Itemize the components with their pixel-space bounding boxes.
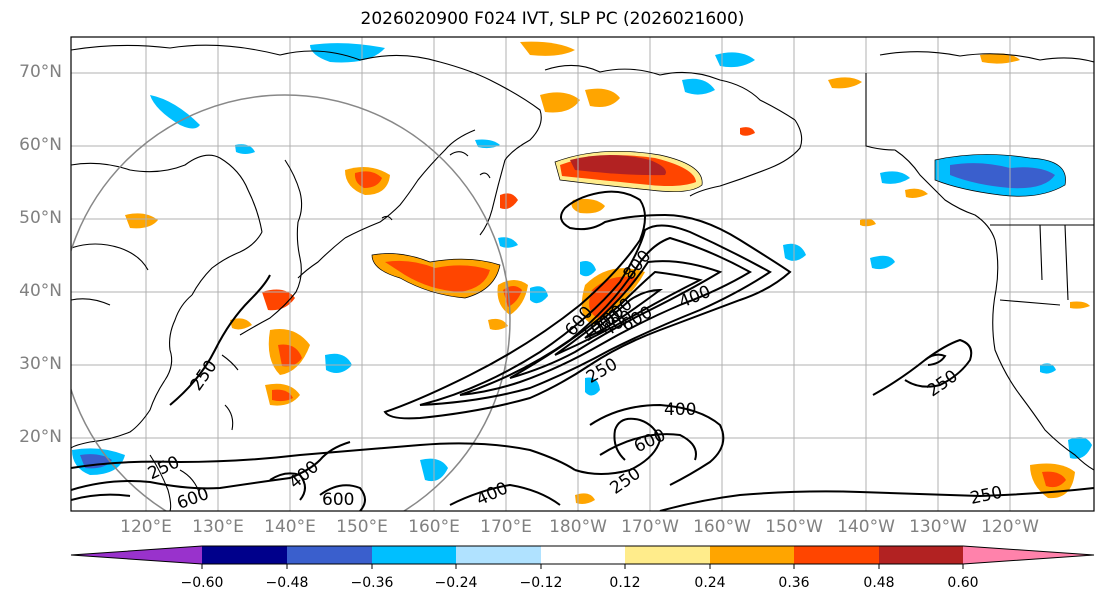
colorbar-tick-label: 0.12 bbox=[609, 575, 641, 591]
lon-label: 170°E bbox=[480, 517, 532, 537]
lon-label: 170°W bbox=[621, 517, 679, 537]
colorbar-tick-label: 0.36 bbox=[778, 575, 810, 591]
ivt-contour-250-west bbox=[169, 274, 271, 406]
colorbar-segment bbox=[202, 546, 287, 564]
colorbar-segment bbox=[710, 546, 794, 564]
lat-label: 40°N bbox=[19, 281, 62, 301]
lon-label: 130°W bbox=[909, 517, 967, 537]
coastlines bbox=[71, 44, 1094, 511]
lat-label: 60°N bbox=[19, 135, 62, 155]
colorbar-segment bbox=[372, 546, 456, 564]
colorbar-tick-label: −0.48 bbox=[265, 575, 309, 591]
colorbar-tick-label: 0.24 bbox=[694, 575, 726, 591]
map-panel bbox=[71, 37, 1094, 511]
colorbar-tick-label: −0.60 bbox=[180, 575, 224, 591]
colorbar bbox=[70, 545, 1095, 569]
lon-label: 120°W bbox=[981, 517, 1039, 537]
slp-pc-shading bbox=[72, 41, 1092, 504]
colorbar-segment bbox=[879, 546, 963, 564]
colorbar-extend-low bbox=[71, 546, 202, 564]
contour-label: 400 bbox=[664, 400, 696, 420]
lon-label: 180°W bbox=[549, 517, 607, 537]
lon-label: 130°E bbox=[192, 517, 244, 537]
lon-label: 140°E bbox=[264, 517, 316, 537]
map-title: 2026020900 F024 IVT, SLP PC (2026021600) bbox=[360, 9, 745, 29]
map-frame bbox=[70, 36, 1095, 512]
contour-label: 600 bbox=[322, 490, 354, 510]
lon-label: 140°W bbox=[837, 517, 895, 537]
lon-label: 150°E bbox=[336, 517, 388, 537]
lon-label: 150°W bbox=[765, 517, 823, 537]
colorbar-tick-label: 0.48 bbox=[863, 575, 895, 591]
colorbar-segment bbox=[456, 546, 541, 564]
colorbar-tick-label: 0.60 bbox=[947, 575, 979, 591]
lat-label: 70°N bbox=[19, 62, 62, 82]
graticule bbox=[71, 37, 1094, 511]
lon-label: 160°E bbox=[408, 517, 460, 537]
range-ring bbox=[71, 94, 511, 511]
colorbar-segment bbox=[625, 546, 710, 564]
lon-label: 160°W bbox=[693, 517, 751, 537]
lat-label: 20°N bbox=[19, 427, 62, 447]
lat-label: 30°N bbox=[19, 354, 62, 374]
lon-label: 120°E bbox=[120, 517, 172, 537]
colorbar-tick-label: −0.12 bbox=[519, 575, 563, 591]
ivt-contour-250-main bbox=[383, 190, 792, 420]
lat-label: 50°N bbox=[19, 208, 62, 228]
colorbar-segment bbox=[541, 546, 625, 564]
colorbar-tick-label: −0.24 bbox=[434, 575, 478, 591]
colorbar-extend-high bbox=[963, 546, 1094, 564]
colorbar-tick-label: −0.36 bbox=[350, 575, 394, 591]
colorbar-segment bbox=[287, 546, 372, 564]
shading-outlines bbox=[371, 150, 1066, 299]
ivt-contours bbox=[71, 190, 1094, 511]
colorbar-segment bbox=[794, 546, 879, 564]
